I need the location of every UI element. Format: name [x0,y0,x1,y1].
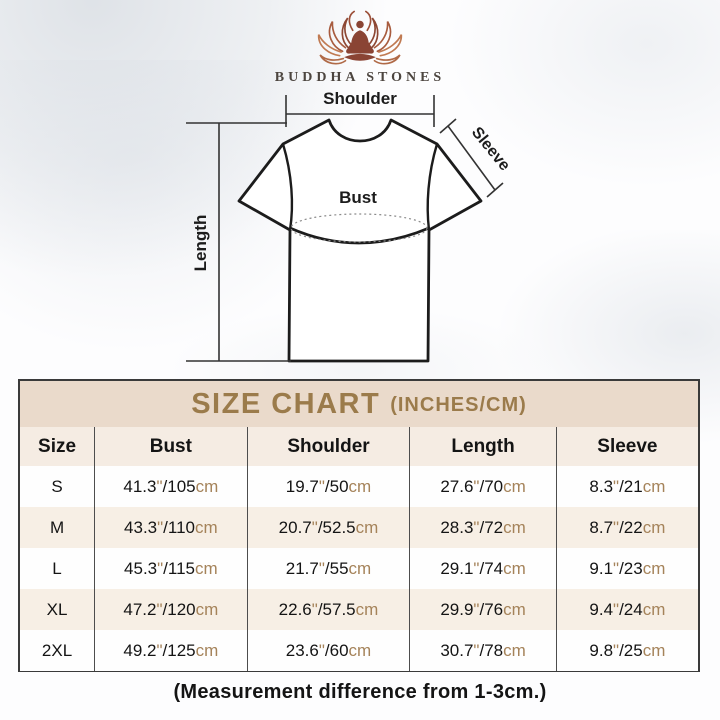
size-table-header-row: Size Bust Shoulder Length Sleeve [20,427,698,466]
shoulder-cell: 22.6"/57.5cm [247,589,411,630]
size-chart-panel: SIZE CHART (INCHES/CM) Size Bust Shoulder L… [18,379,700,672]
sleeve-cell: 9.4"/24cm [556,589,698,630]
size-table: Size Bust Shoulder Length Sleeve S 41.3"/105c… [20,427,698,671]
size-cell: XL [20,589,96,630]
bust-cell: 47.2"/120cm [94,589,248,630]
length-measure-line [186,122,291,362]
shoulder-label: Shoulder [323,89,397,108]
bust-cell: 45.3"/115cm [94,548,248,589]
size-chart-title: SIZE CHART [191,387,381,420]
size-chart-units-suffix: (INCHES/CM) [390,394,527,416]
shoulder-cell: 20.7"/52.5cm [247,507,411,548]
size-chart-banner: SIZE CHART (INCHES/CM) [20,381,698,427]
brand-logo: BUDDHA STONES [0,10,720,86]
table-row-m: M 43.3"/110cm 20.7"/52.5cm 28.3"/72cm 8.7"/2… [20,507,698,548]
table-row-xl: XL 47.2"/120cm 22.6"/57.5cm 29.9"/76cm 9.4"/… [20,589,698,630]
brand-name: BUDDHA STONES [274,70,446,85]
bust-cell: 43.3"/110cm [94,507,248,548]
length-cell: 27.6"/70cm [409,466,557,507]
shoulder-cell: 19.7"/50cm [247,466,411,507]
table-row-l: L 45.3"/115cm 21.7"/55cm 29.1"/74cm 9.1"/23c… [20,548,698,589]
bust-cell: 49.2"/125cm [94,630,248,671]
sleeve-cell: 9.1"/23cm [556,548,698,589]
lotus-meditation-icon [317,10,403,65]
column-header-length: Length [409,427,557,466]
measurement-note: (Measurement difference from 1-3cm.) [173,681,547,703]
length-cell: 29.1"/74cm [409,548,557,589]
column-header-shoulder: Shoulder [247,427,411,466]
sleeve-cell: 8.3"/21cm [556,466,698,507]
shoulder-cell: 21.7"/55cm [247,548,411,589]
tshirt-outline [237,118,483,363]
sleeve-label: Sleeve [468,124,513,174]
length-label: Length [191,215,210,272]
bust-label: Bust [339,188,377,207]
sleeve-cell: 8.7"/22cm [556,507,698,548]
size-cell: M [20,507,96,548]
sleeve-cell: 9.8"/25cm [556,630,698,671]
length-cell: 29.9"/76cm [409,589,557,630]
tshirt-measurement-diagram: Shoulder Length Sleeve Bust [186,89,513,363]
length-cell: 28.3"/72cm [409,507,557,548]
size-cell: 2XL [20,630,96,671]
table-row-2xl: 2XL 49.2"/125cm 23.6"/60cm 30.7"/78cm 9.8"/2… [20,630,698,671]
column-header-sleeve: Sleeve [556,427,698,466]
size-cell: S [20,466,96,507]
shoulder-measure-line [285,95,435,127]
length-cell: 30.7"/78cm [409,630,557,671]
shoulder-cell: 23.6"/60cm [247,630,411,671]
size-cell: L [20,548,96,589]
column-header-size: Size [20,427,96,466]
bust-dotted-ellipse [290,213,428,243]
table-row-s: S 41.3"/105cm 19.7"/50cm 27.6"/70cm 8.3"/21c… [20,466,698,507]
column-header-bust: Bust [94,427,248,466]
bust-cell: 41.3"/105cm [94,466,248,507]
sleeve-measure-line [439,118,504,198]
